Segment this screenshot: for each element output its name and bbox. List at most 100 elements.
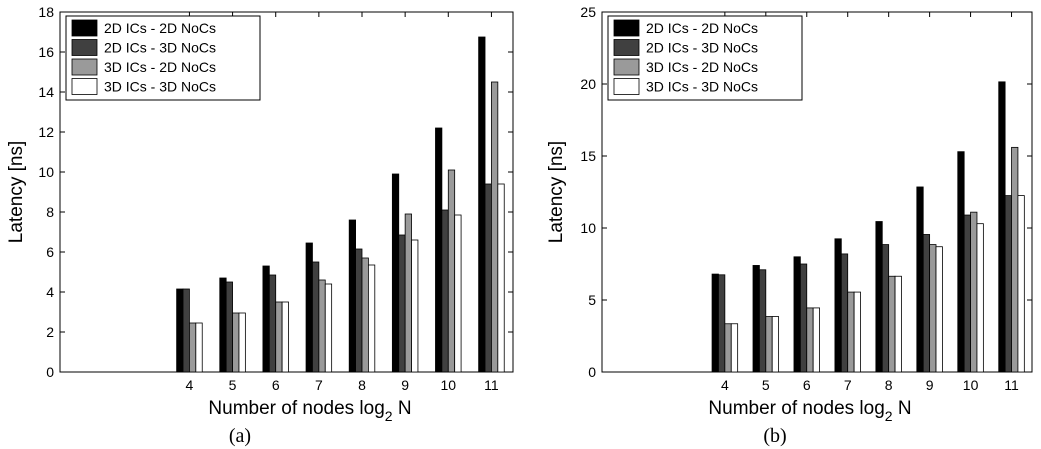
bar-series-4 xyxy=(976,223,984,373)
legend-swatch xyxy=(613,58,640,76)
bar-series-2 xyxy=(799,263,808,373)
x-axis-label-subscript: 2 xyxy=(885,408,893,424)
bar-series-1 xyxy=(834,238,842,373)
bar-series-3 xyxy=(765,316,773,373)
bar-series-1 xyxy=(957,151,965,373)
bar-series-1 xyxy=(875,221,883,373)
bar-series-3 xyxy=(1011,146,1019,373)
y-tick-label: 0 xyxy=(46,364,54,380)
bar-series-4 xyxy=(935,246,943,373)
y-tick-label: 18 xyxy=(38,4,54,20)
x-tick-label: 11 xyxy=(1004,377,1019,393)
bar-series-2 xyxy=(312,261,320,373)
bar-series-1 xyxy=(916,186,924,373)
x-tick-label: 6 xyxy=(272,377,280,393)
bar-series-2 xyxy=(182,288,190,373)
legend-label: 2D ICs - 3D NoCs xyxy=(104,40,216,56)
y-tick-label: 5 xyxy=(588,292,596,308)
bar-series-1 xyxy=(478,36,486,373)
y-tick-label: 10 xyxy=(580,220,596,236)
legend-label: 3D ICs - 3D NoCs xyxy=(104,79,216,95)
y-tick-label: 4 xyxy=(46,284,54,300)
bar-series-1 xyxy=(305,242,313,373)
y-tick-label: 0 xyxy=(588,364,596,380)
x-tick-label: 5 xyxy=(229,377,237,393)
y-tick-label: 8 xyxy=(46,204,54,220)
bar-series-1 xyxy=(998,81,1006,373)
bar-series-1 xyxy=(711,273,719,373)
bar-series-2 xyxy=(1004,195,1012,373)
x-tick-label: 6 xyxy=(803,377,811,393)
bar-series-4 xyxy=(281,301,289,373)
legend-swatch xyxy=(613,78,640,95)
x-tick-label: 10 xyxy=(963,377,979,393)
bar-series-3 xyxy=(491,81,499,373)
bar-series-4 xyxy=(195,322,203,373)
legend-swatch xyxy=(71,39,98,56)
bar-series-1 xyxy=(793,256,801,373)
y-tick-label: 10 xyxy=(38,164,54,180)
x-axis-label-tail: N xyxy=(893,398,912,419)
bar-series-2 xyxy=(398,234,406,373)
legend-label: 3D ICs - 2D NoCs xyxy=(104,59,216,75)
x-tick-label: 7 xyxy=(315,377,323,393)
bar-series-2 xyxy=(718,274,726,373)
x-tick-label: 10 xyxy=(440,377,456,393)
y-axis-label: Latency [ns] xyxy=(6,141,27,243)
legend-swatch xyxy=(613,39,640,56)
bar-series-1 xyxy=(348,219,357,373)
x-tick-label: 9 xyxy=(401,377,409,393)
legend-swatch xyxy=(71,19,98,37)
bar-series-4 xyxy=(324,283,333,373)
bar-series-1 xyxy=(435,127,443,373)
x-tick-label: 4 xyxy=(186,377,194,393)
x-tick-label: 8 xyxy=(358,377,366,393)
bar-series-3 xyxy=(232,312,240,373)
bar-series-4 xyxy=(454,214,462,373)
bar-series-2 xyxy=(922,234,931,373)
x-axis-label-subscript: 2 xyxy=(385,408,393,424)
x-axis-label: Number of nodes log2 N xyxy=(208,398,411,424)
legend-box xyxy=(65,15,261,101)
x-axis-label-tail: N xyxy=(393,398,412,419)
x-tick-label: 9 xyxy=(926,377,934,393)
bar-series-3 xyxy=(929,244,937,373)
bar-series-2 xyxy=(840,253,849,373)
bar-series-4 xyxy=(812,307,820,373)
y-axis-label: Latency [ns] xyxy=(546,141,567,243)
y-tick-label: 20 xyxy=(580,76,596,92)
bar-series-1 xyxy=(752,265,760,373)
x-tick-label: 11 xyxy=(484,377,499,393)
chart-panel-a: 0 2 4 6 8 10 12 14 16 18 4 5 6 7 8 9 10 11 2D ICs - 2D NoC… xyxy=(6,4,514,447)
y-tick-label: 14 xyxy=(38,84,54,100)
bar-series-4 xyxy=(497,183,505,373)
bar-series-4 xyxy=(894,275,902,373)
chart-panel-b: 0 5 10 15 20 25 4 5 6 7 8 9 10 11 2D ICs - 2D NoCs 2D I… xyxy=(546,4,1033,447)
x-axis-label: Number of nodes log2 N xyxy=(708,398,911,424)
x-tick-label: 8 xyxy=(885,377,893,393)
bar-series-4 xyxy=(411,239,419,373)
bar-series-3 xyxy=(189,322,197,373)
bar-series-3 xyxy=(888,275,896,373)
bar-series-1 xyxy=(391,173,400,373)
bar-series-4 xyxy=(238,312,246,373)
bar-series-3 xyxy=(404,213,412,373)
bar-series-1 xyxy=(262,265,270,373)
x-tick-label: 7 xyxy=(844,377,852,393)
bar-series-2 xyxy=(441,209,449,373)
bar-series-1 xyxy=(176,288,184,373)
legend-label: 2D ICs - 3D NoCs xyxy=(646,40,758,56)
legend-label: 2D ICs - 2D NoCs xyxy=(646,20,758,36)
panel-caption: (a) xyxy=(229,425,251,447)
y-tick-label: 16 xyxy=(38,44,54,60)
bar-series-4 xyxy=(771,316,780,373)
bar-series-3 xyxy=(361,257,369,373)
x-tick-label: 4 xyxy=(721,377,729,393)
y-tick-label: 12 xyxy=(38,124,54,140)
bar-series-4 xyxy=(367,264,376,373)
legend-swatch xyxy=(71,58,98,76)
y-tick-label: 6 xyxy=(46,244,54,260)
y-tick-label: 15 xyxy=(580,148,596,164)
bar-series-2 xyxy=(759,269,767,373)
